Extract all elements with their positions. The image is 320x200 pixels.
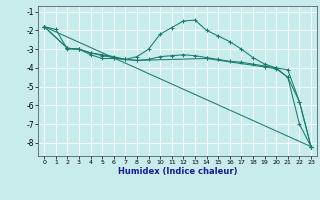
X-axis label: Humidex (Indice chaleur): Humidex (Indice chaleur) [118, 167, 237, 176]
